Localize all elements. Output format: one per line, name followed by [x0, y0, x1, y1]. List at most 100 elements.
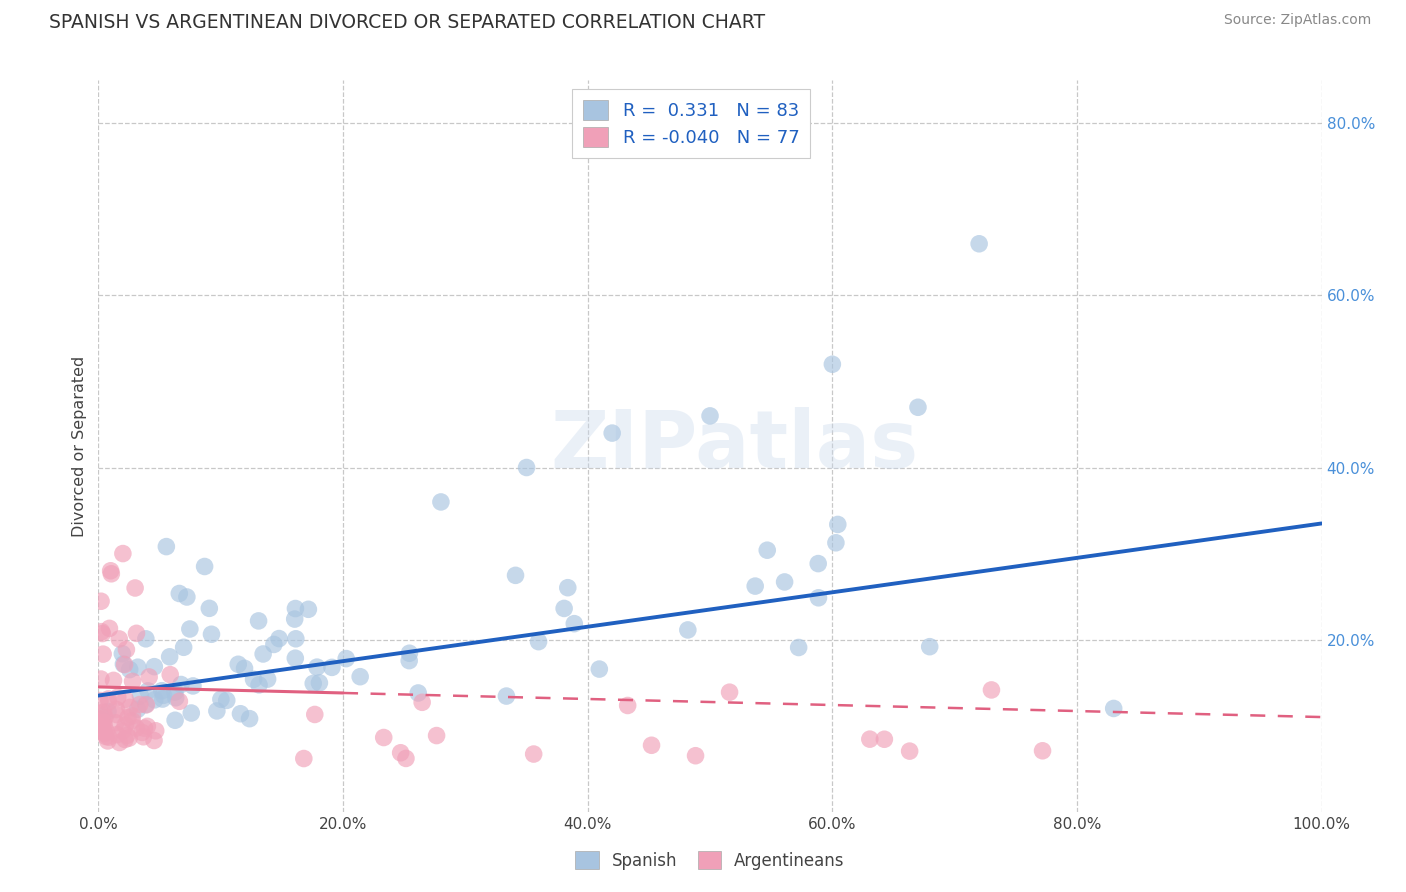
Point: [97, 696, 120, 710]
Point: [165, 713, 187, 727]
Point: [165, 690, 187, 705]
Point: [256, 672, 278, 686]
Point: [100, 566, 122, 581]
Point: [129, 689, 152, 703]
Point: [304, 707, 326, 722]
Point: [124, 581, 146, 595]
Point: [104, 715, 127, 730]
Point: [118, 663, 141, 677]
Point: [411, 695, 433, 709]
Point: [284, 601, 307, 615]
Point: [114, 732, 136, 747]
Point: [562, 616, 585, 631]
Point: [143, 659, 166, 673]
Point: [114, 657, 136, 672]
Point: [787, 640, 810, 655]
Point: [159, 649, 181, 664]
Point: [90, 624, 112, 639]
Point: [209, 692, 232, 706]
Point: [398, 646, 420, 660]
Point: [198, 601, 221, 615]
Point: [205, 704, 228, 718]
Point: [108, 735, 131, 749]
Point: [247, 678, 270, 692]
Point: [93, 726, 115, 740]
Point: [134, 721, 156, 735]
Point: [807, 591, 830, 605]
Point: [557, 581, 579, 595]
Point: [91, 715, 114, 730]
Point: [96, 724, 118, 739]
Point: [523, 747, 546, 761]
Point: [169, 586, 191, 600]
Point: [112, 657, 135, 672]
Point: [89, 693, 111, 707]
Point: [97, 734, 120, 748]
Point: [105, 707, 128, 722]
Point: [90, 717, 112, 731]
Point: [308, 676, 330, 690]
Point: [267, 632, 290, 646]
Point: [105, 728, 128, 742]
Point: [111, 547, 134, 561]
Point: [859, 732, 882, 747]
Point: [135, 698, 157, 712]
Point: [100, 564, 122, 578]
Point: [118, 731, 141, 745]
Point: [495, 689, 517, 703]
Point: [676, 623, 699, 637]
Point: [173, 640, 195, 655]
Point: [136, 719, 159, 733]
Point: [553, 601, 575, 615]
Point: [373, 731, 395, 745]
Point: [97, 705, 120, 719]
Point: [292, 751, 315, 765]
Point: [640, 739, 662, 753]
Point: [873, 732, 896, 747]
Point: [827, 517, 849, 532]
Point: [145, 723, 167, 738]
Point: [125, 626, 148, 640]
Point: [169, 694, 191, 708]
Point: [430, 495, 453, 509]
Point: [121, 674, 143, 689]
Text: SPANISH VS ARGENTINEAN DIVORCED OR SEPARATED CORRELATION CHART: SPANISH VS ARGENTINEAN DIVORCED OR SEPAR…: [49, 13, 765, 32]
Point: [115, 728, 138, 742]
Point: [118, 700, 141, 714]
Point: [121, 714, 143, 728]
Point: [93, 705, 115, 719]
Point: [398, 654, 420, 668]
Point: [898, 744, 921, 758]
Point: [152, 688, 174, 702]
Point: [98, 621, 121, 635]
Point: [406, 686, 429, 700]
Point: [163, 685, 186, 699]
Point: [93, 717, 115, 731]
Point: [108, 632, 131, 646]
Point: [335, 651, 357, 665]
Point: [121, 709, 143, 723]
Point: [111, 724, 134, 739]
Point: [756, 543, 779, 558]
Point: [699, 409, 721, 423]
Point: [215, 693, 238, 707]
Point: [194, 559, 217, 574]
Point: [127, 702, 149, 716]
Point: [229, 706, 252, 721]
Point: [127, 660, 149, 674]
Point: [515, 460, 537, 475]
Point: [297, 602, 319, 616]
Point: [239, 712, 262, 726]
Point: [1031, 744, 1053, 758]
Point: [616, 698, 638, 713]
Point: [284, 651, 307, 665]
Point: [90, 672, 112, 686]
Point: [89, 712, 111, 726]
Point: [105, 702, 128, 716]
Point: [181, 679, 204, 693]
Point: [143, 693, 166, 707]
Text: Source: ZipAtlas.com: Source: ZipAtlas.com: [1223, 13, 1371, 28]
Point: [114, 718, 136, 732]
Point: [91, 724, 114, 739]
Text: ZIPatlas: ZIPatlas: [550, 407, 918, 485]
